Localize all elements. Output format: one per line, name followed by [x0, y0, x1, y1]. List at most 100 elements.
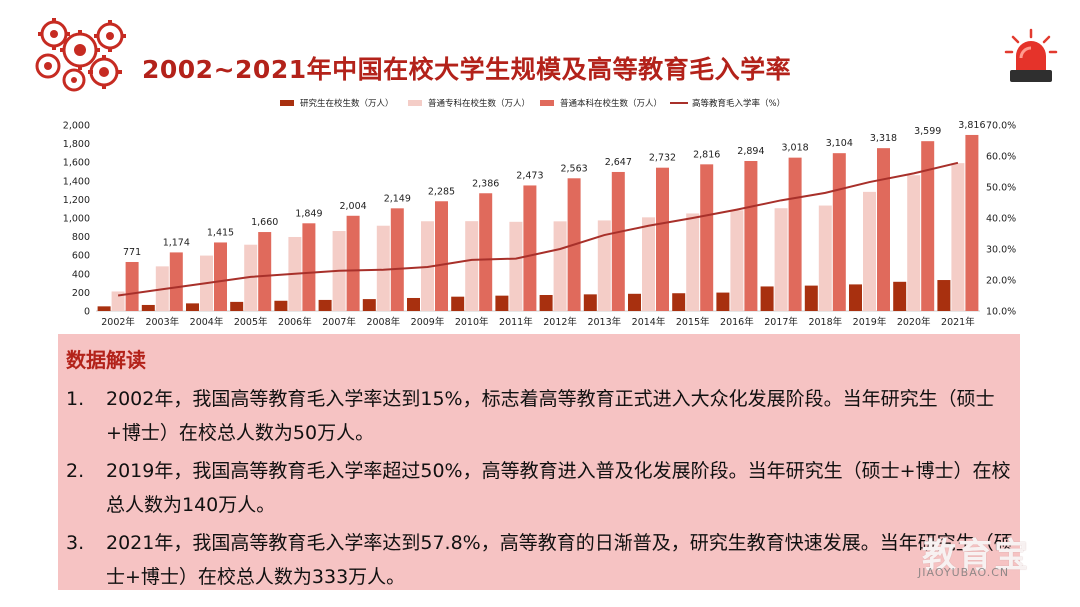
legend-label: 普通本科在校生数（万人） — [560, 98, 662, 109]
bar-undergraduate — [346, 215, 360, 311]
bar-junior-college — [597, 220, 611, 311]
x-tick-label: 2002年 — [101, 316, 135, 328]
y-left-tick-label: 1,800 — [63, 139, 90, 150]
bar-graduate — [407, 297, 420, 311]
bar-graduate — [539, 295, 553, 311]
bar-undergraduate — [611, 171, 625, 311]
y-right-tick-label: 60.0% — [986, 152, 1016, 163]
y-left-tick-label: 800 — [72, 232, 90, 243]
bar-undergraduate — [258, 232, 272, 311]
data-interpretation-panel: 数据解读 1. 2002年，我国高等教育毛入学率达到15%，标志着高等教育正式进… — [58, 334, 1020, 590]
x-tick-label: 2019年 — [853, 316, 887, 328]
y-left-tick-label: 0 — [84, 307, 90, 318]
bar-graduate — [893, 281, 907, 311]
bar-graduate — [716, 292, 730, 311]
total-label: 2,647 — [605, 157, 632, 168]
legend-label: 高等教育毛入学率（%） — [692, 98, 785, 109]
bar-undergraduate — [435, 201, 448, 311]
watermark: 教育宝 JIAOYUBAO.CN — [912, 528, 1062, 584]
bar-graduate — [97, 306, 111, 311]
y-right-tick-label: 40.0% — [986, 214, 1016, 225]
bar-undergraduate — [656, 167, 669, 311]
bar-junior-college — [907, 175, 921, 311]
y-left-tick-label: 600 — [72, 251, 90, 262]
bar-undergraduate — [169, 252, 183, 311]
y-right-tick-label: 30.0% — [986, 245, 1016, 256]
y-left-tick-label: 200 — [72, 288, 90, 299]
legend-swatch — [280, 100, 294, 106]
total-label: 2,563 — [560, 163, 587, 174]
bar-graduate — [628, 293, 641, 311]
bar-junior-college — [111, 291, 125, 311]
total-label: 3,104 — [826, 138, 853, 149]
legend-swatch — [408, 100, 422, 106]
x-tick-label: 2005年 — [234, 316, 268, 328]
bar-graduate — [760, 286, 774, 311]
bar-junior-college — [686, 213, 700, 311]
y-left-tick-label: 2,000 — [63, 121, 90, 132]
total-label: 2,816 — [693, 149, 720, 160]
bar-graduate — [362, 299, 376, 311]
legend-label: 研究生在校生数（万人） — [300, 98, 394, 109]
item-text: 2019年，我国高等教育毛入学率超过50%，高等教育进入普及化发展阶段。当年研究… — [106, 460, 1011, 516]
alarm-siren-icon — [1004, 28, 1058, 82]
page-title: 2002~2021年中国在校大学生规模及高等教育毛入学率 — [142, 55, 792, 84]
bar-graduate — [849, 284, 862, 311]
y-left-tick-label: 1,200 — [63, 195, 90, 206]
bar-junior-college — [376, 225, 390, 311]
x-tick-label: 2004年 — [190, 316, 224, 328]
x-tick-label: 2012年 — [543, 316, 577, 328]
bar-graduate — [937, 280, 951, 311]
bar-graduate — [495, 295, 509, 311]
x-tick-label: 2008年 — [366, 316, 400, 328]
legend-swatch — [540, 100, 554, 106]
total-label: 3,318 — [870, 133, 897, 144]
legend-label: 普通专科在校生数（万人） — [428, 98, 530, 109]
bar-undergraduate — [214, 242, 227, 311]
bar-undergraduate — [700, 164, 714, 311]
x-tick-label: 2020年 — [897, 316, 931, 328]
interpretation-list: 1. 2002年，我国高等教育毛入学率达到15%，标志着高等教育正式进入大众化发… — [66, 382, 1014, 598]
bar-undergraduate — [877, 148, 890, 311]
total-label: 771 — [123, 247, 141, 258]
bar-undergraduate — [390, 208, 404, 311]
x-tick-label: 2009年 — [411, 316, 445, 328]
list-item: 3. 2021年，我国高等教育毛入学率达到57.8%，高等教育的日渐普及，研究生… — [66, 526, 1014, 594]
bar-graduate — [451, 296, 465, 311]
chart: 研究生在校生数（万人） 普通专科在校生数（万人） 普通本科在校生数（万人） 高等教育毛… — [63, 98, 1016, 328]
watermark-logo-text: 教育宝 — [922, 536, 1030, 576]
bar-undergraduate — [965, 134, 979, 311]
y-left-tick-label: 1,000 — [63, 214, 90, 225]
x-tick-label: 2006年 — [278, 316, 312, 328]
total-label: 3,018 — [781, 143, 808, 154]
bar-undergraduate — [479, 193, 493, 311]
item-text: 2002年，我国高等教育毛入学率达到15%，标志着高等教育正式进入大众化发展阶段… — [106, 388, 995, 444]
y-left-tick-label: 1,400 — [63, 176, 90, 187]
bar-junior-college — [818, 205, 832, 311]
panel-title: 数据解读 — [66, 348, 146, 372]
bar-graduate — [141, 304, 155, 311]
bar-junior-college — [863, 191, 876, 311]
item-number: 1. — [66, 388, 85, 410]
y-left-tick-label: 1,600 — [63, 158, 90, 169]
bar-graduate — [583, 294, 597, 311]
bar-junior-college — [774, 208, 788, 311]
watermark-url: JIAOYUBAO.CN — [918, 566, 1010, 579]
total-label: 2,386 — [472, 178, 499, 189]
total-label: 1,174 — [163, 237, 190, 248]
bar-undergraduate — [302, 223, 316, 311]
bar-undergraduate — [788, 157, 802, 311]
bar-junior-college — [951, 163, 965, 311]
item-number: 2. — [66, 460, 85, 482]
total-label: 1,660 — [251, 217, 278, 228]
x-tick-label: 2011年 — [499, 316, 533, 328]
bar-graduate — [318, 299, 332, 311]
bar-graduate — [672, 293, 686, 311]
total-label: 2,285 — [428, 186, 455, 197]
bar-graduate — [230, 301, 244, 311]
bar-junior-college — [553, 221, 567, 311]
bar-junior-college — [465, 221, 479, 311]
bar-graduate — [186, 303, 199, 311]
y-left-tick-label: 400 — [72, 269, 90, 280]
x-tick-label: 2016年 — [720, 316, 754, 328]
